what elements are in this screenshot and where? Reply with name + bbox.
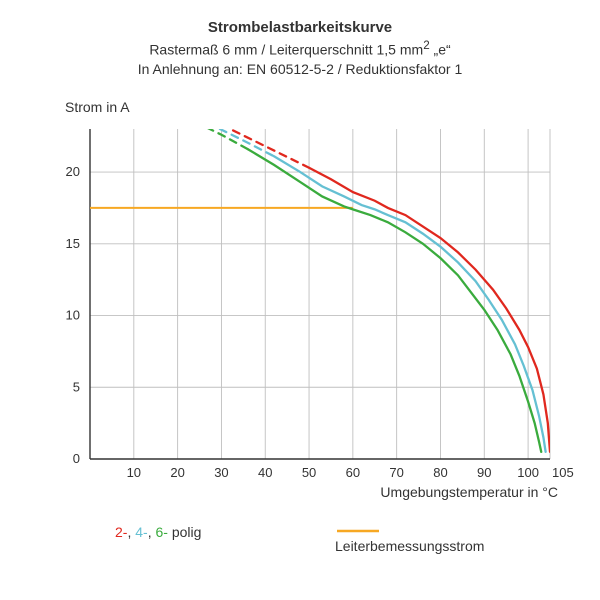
legend-2pole: 2- xyxy=(115,524,127,540)
chart-svg: 10 20 30 40 50 60 70 80 90 100 105 0 5 10 15 20 xyxy=(0,89,600,509)
chart-title: Strombelastbarkeitskurve xyxy=(0,18,600,38)
chart-header: Strombelastbarkeitskurve Rastermaß 6 mm … xyxy=(0,0,600,79)
legend-4pole: 4- xyxy=(135,524,147,540)
y-axis-label: Strom in A xyxy=(65,99,130,115)
svg-text:60: 60 xyxy=(346,465,360,480)
svg-text:105: 105 xyxy=(552,465,574,480)
legend-poles: 2-, 4-, 6- polig xyxy=(115,524,201,540)
svg-text:5: 5 xyxy=(73,379,80,394)
x-axis-label: Umgebungstemperatur in °C xyxy=(380,484,558,500)
svg-text:0: 0 xyxy=(73,451,80,466)
chart-subtitle-1: Rastermaß 6 mm / Leiterquerschnitt 1,5 m… xyxy=(0,38,600,60)
legend-6pole: 6- xyxy=(155,524,167,540)
chart-area: Strom in A 10203040506070809010010505101… xyxy=(0,89,600,509)
svg-text:20: 20 xyxy=(170,465,184,480)
legend-rated-label: Leiterbemessungsstrom xyxy=(335,538,484,554)
svg-text:20: 20 xyxy=(66,164,80,179)
svg-text:90: 90 xyxy=(477,465,491,480)
legend-poles-suffix: polig xyxy=(172,524,202,540)
chart-subtitle-2: In Anlehnung an: EN 60512-5-2 / Reduktio… xyxy=(0,60,600,79)
svg-text:100: 100 xyxy=(517,465,539,480)
svg-text:40: 40 xyxy=(258,465,272,480)
legend-rated-swatch xyxy=(335,524,381,538)
svg-text:70: 70 xyxy=(389,465,403,480)
svg-text:50: 50 xyxy=(302,465,316,480)
svg-text:10: 10 xyxy=(127,465,141,480)
svg-text:30: 30 xyxy=(214,465,228,480)
legend-rated: Leiterbemessungsstrom xyxy=(335,524,484,554)
svg-text:10: 10 xyxy=(66,307,80,322)
svg-text:15: 15 xyxy=(66,235,80,250)
svg-text:80: 80 xyxy=(433,465,447,480)
